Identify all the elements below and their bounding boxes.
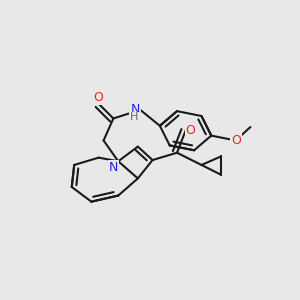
Text: N: N <box>131 103 140 116</box>
Text: H: H <box>130 112 138 122</box>
Text: O: O <box>94 91 103 104</box>
Text: O: O <box>186 124 195 137</box>
Text: N: N <box>131 103 140 116</box>
Text: N: N <box>109 161 118 174</box>
Text: O: O <box>231 134 241 147</box>
